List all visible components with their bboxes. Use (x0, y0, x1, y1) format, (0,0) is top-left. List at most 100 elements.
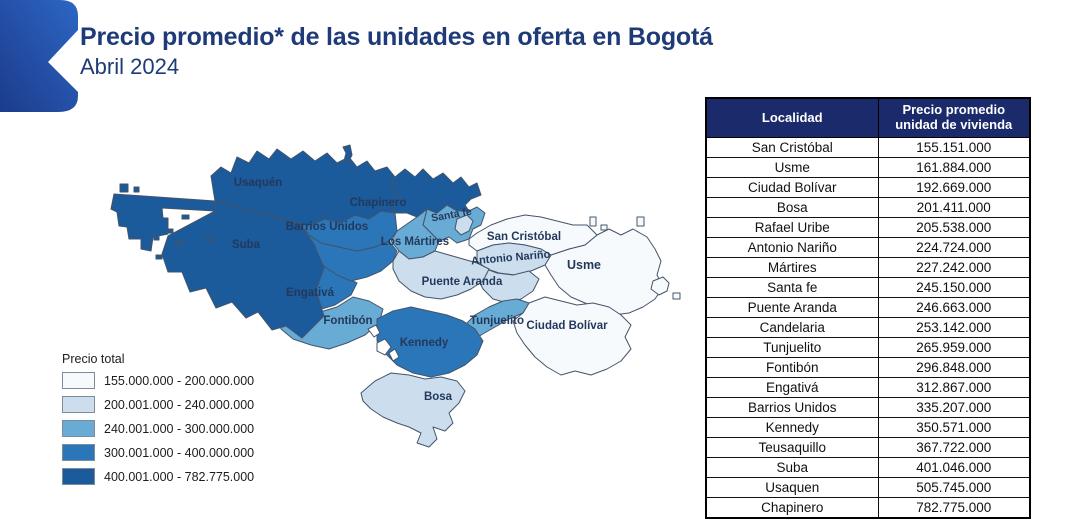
map-region-usaquen (210, 148, 398, 226)
legend-swatch (62, 372, 95, 389)
map-label: San Cristóbal (487, 231, 561, 243)
cell-precio: 245.150.000 (877, 277, 1031, 298)
table-row: Puente Aranda 246.663.000 (705, 297, 1031, 318)
map-islet (166, 228, 174, 234)
legend-item: 300.001.000 - 400.000.000 (62, 444, 292, 461)
table-row: Teusaquillo 367.722.000 (705, 437, 1031, 458)
table-row: Barrios Unidos 335.207.000 (705, 397, 1031, 418)
title-block: Precio promedio* de las unidades en ofer… (80, 22, 720, 80)
cell-localidad: Bosa (705, 197, 879, 218)
cell-precio: 224.724.000 (877, 237, 1031, 258)
map-islet (589, 216, 597, 227)
legend-item: 240.001.000 - 300.000.000 (62, 420, 292, 437)
legend-item: 200.001.000 - 240.000.000 (62, 396, 292, 413)
cell-localidad: Suba (705, 457, 879, 478)
cell-precio: 161.884.000 (877, 157, 1031, 178)
cell-precio: 205.538.000 (877, 217, 1031, 238)
cell-localidad: Usme (705, 157, 879, 178)
table-row: Mártires 227.242.000 (705, 257, 1031, 278)
map-region-bosa (360, 372, 466, 448)
map-islet (206, 236, 215, 242)
legend-item: 155.000.000 - 200.000.000 (62, 372, 292, 389)
map-region-suba (161, 200, 325, 339)
table-row: Suba 401.046.000 (705, 457, 1031, 478)
map-islet (119, 183, 129, 193)
map-islet (650, 276, 670, 296)
map-label: Tunjuelito (470, 315, 524, 327)
map-label: Chapinero (350, 197, 407, 209)
legend-swatch (62, 468, 95, 485)
map-water-inlet (367, 324, 381, 338)
map-region-rafael-uribe (476, 266, 540, 304)
table-row: Rafael Uribe 205.538.000 (705, 217, 1031, 238)
map-label: Engativá (286, 287, 335, 299)
cell-localidad: Candelaria (705, 317, 879, 338)
cell-localidad: Teusaquillo (705, 437, 879, 458)
map-label: Usaquén (234, 177, 283, 189)
table-row: Tunjuelito 265.959.000 (705, 337, 1031, 358)
map-label: Kennedy (400, 337, 449, 349)
cell-precio: 335.207.000 (877, 397, 1031, 418)
column-header-localidad: Localidad (705, 97, 879, 138)
legend-swatch (62, 396, 95, 413)
map-islet (155, 254, 163, 260)
map-label: Bosa (424, 391, 453, 403)
map-label: Fontibón (323, 315, 372, 327)
table-row: Chapinero 782.775.000 (705, 497, 1031, 519)
map-region-chapinero (390, 168, 482, 218)
cell-localidad: Fontibón (705, 357, 879, 378)
legend-swatch (62, 444, 95, 461)
cell-precio: 367.722.000 (877, 437, 1031, 458)
cell-precio: 246.663.000 (877, 297, 1031, 318)
corner-decoration (0, 0, 78, 112)
legend-range-label: 300.001.000 - 400.000.000 (104, 445, 255, 460)
legend-items: 155.000.000 - 200.000.000 200.001.000 - 2… (62, 372, 292, 485)
cell-localidad: Chapinero (705, 497, 879, 519)
page-subtitle: Abril 2024 (80, 54, 180, 79)
table-row: San Cristóbal 155.151.000 (705, 137, 1031, 158)
map-islet (672, 292, 681, 300)
map-water-inlet (376, 338, 392, 356)
map-region-puente-aranda (392, 250, 490, 300)
map-islet (342, 144, 353, 164)
cell-precio: 253.142.000 (877, 317, 1031, 338)
price-table-header-row: Localidad Precio promedio unidad de vivie… (705, 97, 1031, 138)
table-row: Engativá 312.867.000 (705, 377, 1031, 398)
price-table: Localidad Precio promedio unidad de vivie… (705, 97, 1031, 519)
map-legend: Precio total 155.000.000 - 200.000.000 20… (62, 352, 292, 492)
map-water-inlet (388, 348, 400, 362)
cell-precio: 201.411.000 (877, 197, 1031, 218)
table-row: Usaquen 505.745.000 (705, 477, 1031, 498)
table-row: Santa fe 245.150.000 (705, 277, 1031, 298)
cell-precio: 192.669.000 (877, 177, 1031, 198)
cell-localidad: Puente Aranda (705, 297, 879, 318)
map-label: Barrios Unidos (286, 221, 368, 233)
cell-localidad: Tunjuelito (705, 337, 879, 358)
map-label: Suba (232, 239, 261, 251)
page-title: Precio promedio* de las unidades en ofer… (80, 23, 713, 51)
legend-item: 400.001.000 - 782.775.000 (62, 468, 292, 485)
cell-precio: 505.745.000 (877, 477, 1031, 498)
table-row: Fontibón 296.848.000 (705, 357, 1031, 378)
table-row: Candelaria 253.142.000 (705, 317, 1031, 338)
map-label: Puente Aranda (422, 276, 503, 288)
map-region-ciudad-bolivar (512, 296, 632, 376)
map-islet (175, 240, 183, 246)
map-region-candelaria (454, 214, 474, 236)
cell-precio: 782.775.000 (877, 497, 1031, 519)
cell-precio: 155.151.000 (877, 137, 1031, 158)
table-row: Antonio Nariño 224.724.000 (705, 237, 1031, 258)
table-row: Usme 161.884.000 (705, 157, 1031, 178)
cell-localidad: Kennedy (705, 417, 879, 438)
legend-range-label: 200.001.000 - 240.000.000 (104, 397, 255, 412)
price-table-body: San Cristóbal 155.151.000 Usme 161.884.000 C… (705, 137, 1031, 519)
map-region-suba-arm (110, 193, 216, 252)
cell-localidad: San Cristóbal (705, 137, 879, 158)
cell-precio: 265.959.000 (877, 337, 1031, 358)
legend-range-label: 240.001.000 - 300.000.000 (104, 421, 255, 436)
legend-range-label: 155.000.000 - 200.000.000 (104, 373, 255, 388)
corner-shape (0, 0, 78, 112)
cell-localidad: Ciudad Bolívar (705, 177, 879, 198)
cell-localidad: Usaquen (705, 477, 879, 498)
bogota-map: Usaquén Chapinero Barrios Unidos Suba Los Má… (90, 133, 705, 468)
